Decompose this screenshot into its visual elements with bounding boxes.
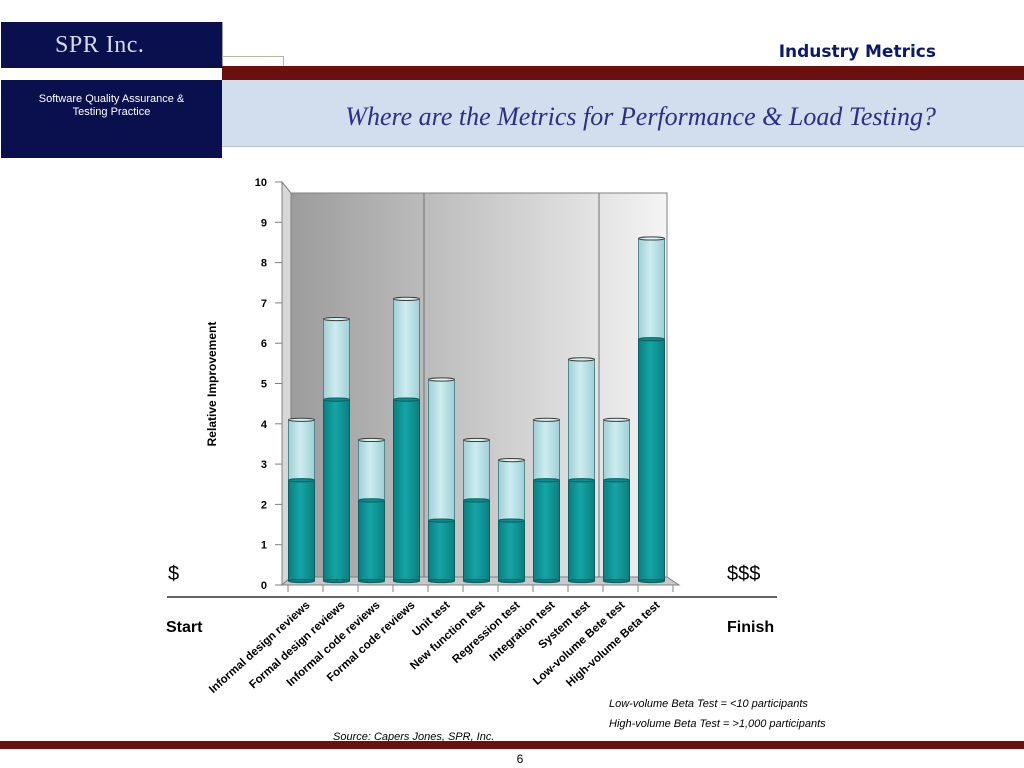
source-citation: Source: Capers Jones, SPR, Inc.	[333, 731, 495, 743]
y-tick-label: 6	[261, 338, 267, 350]
bar-bottom-cap	[533, 578, 560, 584]
bar-lower-segment	[568, 479, 595, 582]
logo-text: SPR Inc.	[55, 32, 145, 58]
bar-upper-segment	[428, 379, 455, 522]
bar-bottom-cap	[358, 578, 385, 584]
bar-upper-segment	[463, 439, 490, 501]
bar-upper-segment	[533, 419, 560, 481]
low-cost-label: $	[168, 563, 180, 585]
bar-lower-segment	[498, 520, 525, 582]
header-accent-bar	[222, 66, 1024, 80]
y-tick-label: 4	[261, 419, 268, 431]
bar-segment-cap	[498, 518, 525, 523]
bar-segment-cap	[358, 498, 385, 503]
bar-upper-segment	[323, 318, 350, 401]
bar-bottom-cap	[393, 578, 420, 584]
bar-top-cap	[568, 357, 595, 362]
y-tick-label: 2	[261, 499, 267, 511]
bar-upper-segment	[393, 298, 420, 401]
practice-label-line1: Software Quality Assurance &	[38, 93, 185, 105]
bar-bottom-cap	[288, 578, 315, 584]
y-tick-label: 3	[261, 459, 267, 471]
finish-label: Finish	[727, 619, 775, 636]
bar-segment-cap	[323, 397, 350, 402]
y-tick-label: 8	[261, 258, 267, 270]
section-title: Industry Metrics	[778, 42, 936, 62]
bar-bottom-cap	[568, 578, 595, 584]
bar-segment-cap	[533, 478, 560, 483]
bar-lower-segment	[323, 399, 350, 582]
baseline-rule	[167, 596, 777, 598]
bar-bottom-cap	[498, 578, 525, 584]
practice-label: Software Quality Assurance & Testing Pra…	[1, 93, 222, 119]
bar-segment-cap	[568, 478, 595, 483]
bar-top-cap	[603, 417, 630, 422]
title-band	[222, 80, 1024, 147]
bar-lower-segment	[288, 479, 315, 582]
bar-upper-segment	[638, 237, 665, 340]
bar-segment-cap	[393, 397, 420, 402]
bar-lower-segment	[393, 399, 420, 582]
bar-top-cap	[463, 437, 490, 443]
y-tick-label: 9	[261, 217, 267, 229]
bar-bottom-cap	[603, 578, 630, 584]
bar-lower-segment	[638, 338, 665, 582]
bar-upper-segment	[288, 419, 315, 481]
y-tick-label: 0	[261, 580, 267, 592]
bar-bottom-cap	[428, 578, 455, 584]
bar-segment-cap	[638, 337, 665, 342]
header-divider	[222, 56, 284, 57]
bar-segment-cap	[428, 518, 455, 523]
y-tick-label: 5	[261, 379, 267, 391]
bar-top-cap	[358, 437, 385, 443]
x-category-label: Integration test	[488, 599, 558, 664]
logo-box: SPR Inc.	[1, 22, 223, 68]
header-divider-tick	[283, 56, 284, 66]
bar-top-cap	[638, 236, 665, 241]
note-high-volume: High-volume Beta Test = >1,000 participa…	[609, 718, 826, 730]
bar-lower-segment	[358, 499, 385, 582]
bar-lower-segment	[428, 520, 455, 582]
bar-lower-segment	[533, 479, 560, 582]
bar-top-cap	[288, 417, 315, 422]
bar-top-cap	[393, 296, 420, 301]
bar-top-cap	[498, 458, 525, 463]
bar-upper-segment	[568, 358, 595, 481]
y-tick-label: 7	[261, 298, 267, 310]
practice-box: Software Quality Assurance & Testing Pra…	[1, 80, 222, 158]
page-number: 6	[516, 752, 524, 766]
bar-bottom-cap	[463, 578, 490, 584]
bar-upper-segment	[498, 459, 525, 522]
bar-segment-cap	[463, 498, 490, 503]
start-label: Start	[166, 619, 203, 636]
bar-top-cap	[533, 417, 560, 422]
note-low-volume: Low-volume Beta Test = <10 participants	[609, 698, 808, 710]
slide-title: Where are the Metrics for Performance & …	[345, 102, 936, 131]
bar-lower-segment	[463, 499, 490, 582]
bar-top-cap	[428, 377, 455, 382]
bar-segment-cap	[603, 478, 630, 483]
bar-upper-segment	[358, 439, 385, 501]
practice-label-line2: Testing Practice	[72, 106, 151, 118]
bar-segment-cap	[288, 478, 315, 483]
y-axis-title: Relative Improvement	[205, 322, 219, 447]
footer-accent-bar	[0, 741, 1024, 749]
bar-bottom-cap	[323, 578, 350, 584]
bar-upper-segment	[603, 419, 630, 481]
y-tick-label: 1	[261, 540, 267, 552]
bar-top-cap	[323, 316, 350, 322]
high-cost-label: $$$	[727, 563, 761, 585]
bar-lower-segment	[603, 479, 630, 582]
bar-bottom-cap	[638, 578, 665, 584]
y-tick-label: 10	[255, 177, 267, 189]
